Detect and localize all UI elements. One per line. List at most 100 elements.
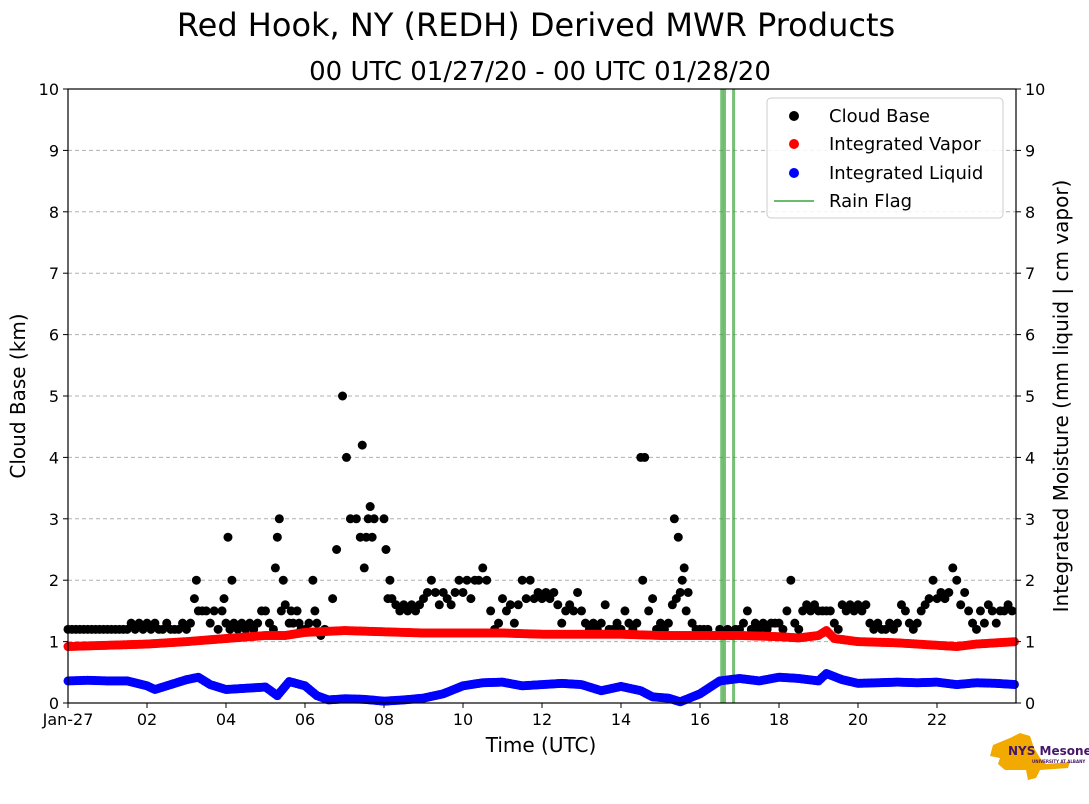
gridlines (68, 149, 1016, 643)
ny-state-shape-icon (990, 733, 1070, 780)
cloud-base-point (454, 575, 464, 585)
cloud-base-point (486, 606, 496, 616)
cloud-base-point (430, 587, 440, 597)
cloud-base-point (359, 563, 369, 573)
data-points (63, 391, 1019, 707)
y2-tick-label: 5 (1025, 387, 1035, 406)
y-tick-label: 9 (49, 141, 59, 160)
cloud-base-point (924, 594, 934, 604)
cloud-base-point (381, 545, 391, 554)
cloud-base-point (217, 606, 227, 616)
x-tick-label: 14 (611, 710, 631, 729)
cloud-base-point (513, 600, 523, 610)
y-axis-label: Cloud Base (km) (6, 313, 30, 478)
cloud-base-point (462, 575, 472, 585)
y-tick-label: 1 (49, 633, 59, 652)
cloud-base-point (786, 575, 796, 585)
cloud-base-point (833, 624, 843, 634)
cloud-base-point (185, 618, 195, 628)
cloud-base-point (458, 587, 468, 597)
cloud-base-point (509, 618, 519, 628)
y-tick-label: 10 (39, 80, 59, 99)
cloud-base-point (640, 452, 650, 462)
y2-tick-label: 6 (1025, 326, 1035, 345)
legend-label-integrated-liquid: Integrated Liquid (829, 163, 983, 184)
cloud-base-point (517, 575, 527, 585)
cloud-base-point (253, 618, 263, 628)
x-tick-label: 08 (374, 710, 394, 729)
cloud-base-point (272, 532, 282, 542)
integrated-vapor-point (1009, 637, 1019, 647)
x-tick-label: 10 (453, 710, 473, 729)
cloud-base-point (201, 606, 211, 616)
cloud-base-point (825, 606, 835, 616)
cloud-base-point (351, 514, 361, 524)
cloud-base-point (956, 600, 966, 610)
cloud-base-point (620, 606, 630, 616)
legend-marker-cloud-base (789, 111, 799, 121)
y2-tick-label: 2 (1025, 571, 1035, 590)
y-tick-label: 0 (49, 694, 59, 713)
x-tick-label: 22 (927, 710, 947, 729)
cloud-base-point (964, 606, 974, 616)
legend-label-cloud-base: Cloud Base (829, 106, 930, 127)
cloud-base-point (422, 587, 432, 597)
y2-tick-label: 8 (1025, 203, 1035, 222)
cloud-base-point (338, 391, 348, 401)
cloud-base-point (861, 600, 871, 610)
x-tick-label: 12 (532, 710, 552, 729)
nys-mesonet-logo: NYS Mesonet UNIVERSITY AT ALBANY (990, 733, 1089, 780)
cloud-base-point (270, 563, 280, 573)
cloud-base-point (778, 624, 788, 634)
y2-tick-label: 0 (1025, 694, 1035, 713)
cloud-base-point (794, 624, 804, 634)
y-tick-label: 7 (49, 264, 59, 283)
cloud-base-point (948, 563, 958, 573)
cloud-base-point (979, 618, 989, 628)
cloud-base-point (975, 606, 985, 616)
cloud-base-point (227, 575, 237, 585)
y2-tick-label: 3 (1025, 510, 1035, 529)
chart-subtitle: 00 UTC 01/27/20 - 00 UTC 01/28/20 (309, 57, 771, 87)
x-tick-label: 18 (769, 710, 789, 729)
cloud-base-point (952, 575, 962, 585)
cloud-base-point (677, 575, 687, 585)
cloud-base-point (312, 618, 322, 628)
cloud-base-point (357, 440, 367, 450)
cloud-base-point (310, 606, 320, 616)
cloud-base-point (673, 532, 683, 542)
cloud-base-point (679, 563, 689, 573)
x-tick-label: 06 (295, 710, 315, 729)
cloud-base-point (991, 618, 1001, 628)
cloud-base-point (426, 575, 436, 585)
cloud-base-point (738, 618, 748, 628)
y-tick-label: 5 (49, 387, 59, 406)
cloud-base-point (191, 575, 201, 585)
y-tick-label: 3 (49, 510, 59, 529)
y2-tick-label: 4 (1025, 448, 1035, 467)
y2-axis-label: Integrated Moisture (mm liquid | cm vapo… (1049, 180, 1073, 613)
cloud-base-point (367, 532, 377, 542)
y-tick-label: 4 (49, 448, 59, 467)
cloud-base-point (478, 563, 488, 573)
y-tick-label: 8 (49, 203, 59, 222)
x-tick-label: 20 (848, 710, 868, 729)
cloud-base-point (205, 618, 215, 628)
cloud-base-point (600, 600, 610, 610)
cloud-base-point (308, 575, 318, 585)
cloud-base-point (675, 587, 685, 597)
cloud-base-point (893, 618, 902, 628)
cloud-base-point (525, 575, 535, 585)
cloud-base-point (681, 606, 691, 616)
cloud-base-point (521, 594, 531, 604)
cloud-base-point (1007, 606, 1017, 616)
cloud-base-point (446, 600, 456, 610)
x-tick-label: 02 (137, 710, 157, 729)
cloud-base-point (569, 606, 579, 616)
cloud-base-point (450, 587, 460, 597)
cloud-base-point (960, 587, 970, 597)
cloud-base-point (379, 514, 389, 524)
y2-tick-label: 7 (1025, 264, 1035, 283)
cloud-base-point (328, 594, 338, 604)
